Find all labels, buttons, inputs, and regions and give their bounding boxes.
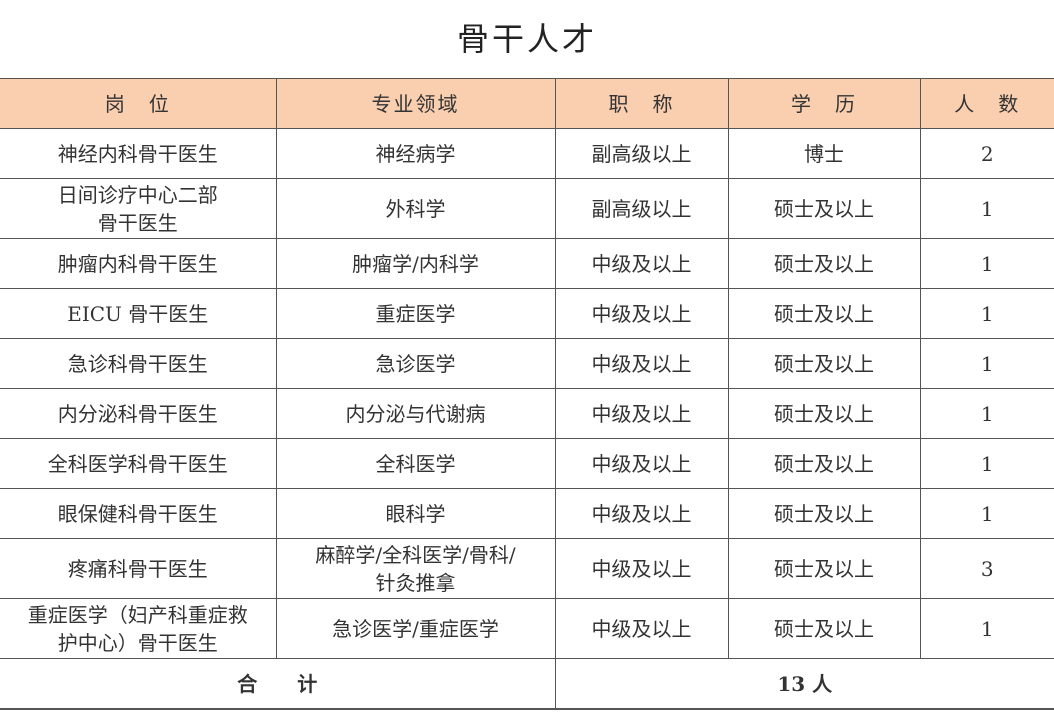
- header-specialty: 专业领域: [275, 78, 556, 129]
- cell-education: 硕士及以上: [727, 238, 921, 289]
- cell-position: 疼痛科骨干医生: [0, 538, 277, 599]
- cell-count: 1: [919, 238, 1054, 289]
- cell-specialty: 麻醉学/全科医学/骨科/ 针灸推拿: [275, 538, 556, 599]
- table-row: 日间诊疗中心二部 骨干医生 外科学 副高级以上 硕士及以上 1: [0, 178, 1054, 239]
- cell-specialty: 神经病学: [275, 128, 556, 179]
- cell-specialty: 眼科学: [275, 488, 556, 539]
- table-header-row: 岗 位 专业领域 职 称 学 历 人 数: [0, 78, 1054, 129]
- cell-position: 肿瘤内科骨干医生: [0, 238, 277, 289]
- cell-education: 硕士及以上: [727, 488, 921, 539]
- cell-position: 内分泌科骨干医生: [0, 388, 277, 439]
- cell-specialty: 急诊医学/重症医学: [275, 598, 556, 659]
- cell-count: 3: [919, 538, 1054, 599]
- cell-education: 硕士及以上: [727, 438, 921, 489]
- total-label: 合 计: [0, 658, 556, 710]
- cell-count: 1: [919, 438, 1054, 489]
- page-title: 骨干人才: [456, 20, 597, 58]
- cell-education: 硕士及以上: [727, 598, 921, 659]
- cell-count: 1: [919, 388, 1054, 439]
- cell-position: 日间诊疗中心二部 骨干医生: [0, 178, 277, 239]
- cell-title-rank: 中级及以上: [554, 438, 729, 489]
- cell-specialty: 外科学: [275, 178, 556, 239]
- cell-specialty: 肿瘤学/内科学: [275, 238, 556, 289]
- header-position: 岗 位: [0, 78, 277, 129]
- cell-count: 1: [919, 288, 1054, 339]
- header-count: 人 数: [919, 78, 1054, 129]
- cell-specialty: 重症医学: [275, 288, 556, 339]
- table-row: 重症医学（妇产科重症救 护中心）骨干医生 急诊医学/重症医学 中级及以上 硕士及以上 1: [0, 598, 1054, 659]
- cell-education: 硕士及以上: [727, 338, 921, 389]
- cell-title-rank: 中级及以上: [554, 488, 729, 539]
- cell-title-rank: 中级及以上: [554, 598, 729, 659]
- cell-position: 急诊科骨干医生: [0, 338, 277, 389]
- talent-table: 岗 位 专业领域 职 称 学 历 人 数 神经内科骨干医生 神经病学 副高级以上 博士…: [0, 78, 1054, 710]
- cell-position: 重症医学（妇产科重症救 护中心）骨干医生: [0, 598, 277, 659]
- cell-count: 1: [919, 178, 1054, 239]
- cell-education: 博士: [727, 128, 921, 179]
- header-title-rank: 职 称: [554, 78, 729, 129]
- cell-count: 2: [919, 128, 1054, 179]
- cell-education: 硕士及以上: [727, 178, 921, 239]
- header-education: 学 历: [727, 78, 921, 129]
- cell-title-rank: 中级及以上: [554, 388, 729, 439]
- cell-title-rank: 中级及以上: [554, 288, 729, 339]
- table-row: 眼保健科骨干医生 眼科学 中级及以上 硕士及以上 1: [0, 488, 1054, 539]
- cell-count: 1: [919, 338, 1054, 389]
- cell-education: 硕士及以上: [727, 288, 921, 339]
- cell-position: 神经内科骨干医生: [0, 128, 277, 179]
- cell-count: 1: [919, 488, 1054, 539]
- table-row: 内分泌科骨干医生 内分泌与代谢病 中级及以上 硕士及以上 1: [0, 388, 1054, 439]
- cell-title-rank: 中级及以上: [554, 238, 729, 289]
- cell-title-rank: 中级及以上: [554, 338, 729, 389]
- cell-count: 1: [919, 598, 1054, 659]
- total-value: 13 人: [554, 658, 1054, 710]
- cell-specialty: 全科医学: [275, 438, 556, 489]
- cell-position: EICU 骨干医生: [0, 288, 277, 339]
- table-row: 急诊科骨干医生 急诊医学 中级及以上 硕士及以上 1: [0, 338, 1054, 389]
- cell-position: 全科医学科骨干医生: [0, 438, 277, 489]
- cell-title-rank: 副高级以上: [554, 128, 729, 179]
- cell-specialty: 内分泌与代谢病: [275, 388, 556, 439]
- cell-position: 眼保健科骨干医生: [0, 488, 277, 539]
- total-row: 合 计 13 人: [0, 658, 1054, 710]
- cell-education: 硕士及以上: [727, 538, 921, 599]
- table-row: 神经内科骨干医生 神经病学 副高级以上 博士 2: [0, 128, 1054, 179]
- cell-specialty: 急诊医学: [275, 338, 556, 389]
- cell-title-rank: 中级及以上: [554, 538, 729, 599]
- cell-title-rank: 副高级以上: [554, 178, 729, 239]
- table-row: 肿瘤内科骨干医生 肿瘤学/内科学 中级及以上 硕士及以上 1: [0, 238, 1054, 289]
- cell-education: 硕士及以上: [727, 388, 921, 439]
- table-row: 疼痛科骨干医生 麻醉学/全科医学/骨科/ 针灸推拿 中级及以上 硕士及以上 3: [0, 538, 1054, 599]
- table-row: 全科医学科骨干医生 全科医学 中级及以上 硕士及以上 1: [0, 438, 1054, 489]
- table-row: EICU 骨干医生 重症医学 中级及以上 硕士及以上 1: [0, 288, 1054, 339]
